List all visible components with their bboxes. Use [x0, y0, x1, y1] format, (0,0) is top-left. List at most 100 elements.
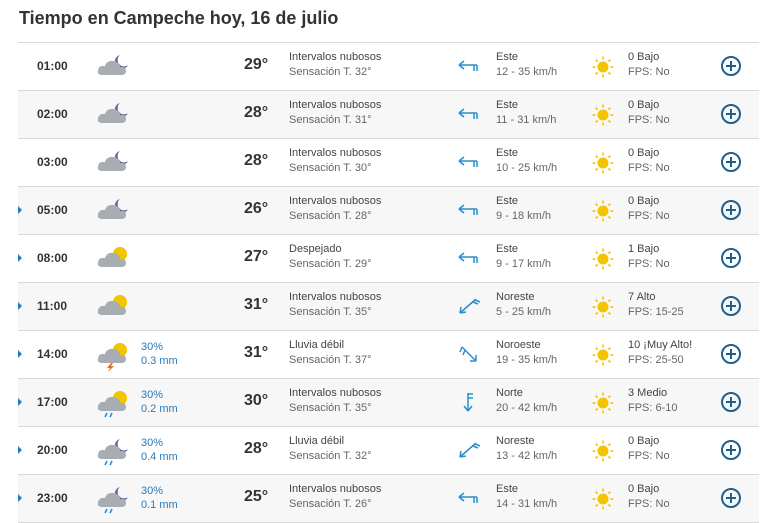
- expand-details-button[interactable]: [721, 440, 741, 460]
- feels-like: Sensación T. 35°: [289, 402, 372, 414]
- expand-details-button[interactable]: [721, 200, 741, 220]
- fps-value: FPS: No: [628, 210, 670, 222]
- night-cloud-rain-icon: [96, 435, 132, 466]
- wind-speed: 9 - 18 km/h: [496, 210, 552, 222]
- wind: Noroeste 19 - 35 km/h: [496, 338, 557, 368]
- sun-icon: [591, 439, 615, 463]
- condition-description: Lluvia débil: [289, 435, 345, 447]
- uv-level: 1 Bajo: [628, 243, 660, 255]
- wind-speed: 14 - 31 km/h: [496, 498, 558, 510]
- forecast-row[interactable]: 20:00 30% 0.4 mm 28° Lluvia débil Sensac…: [18, 427, 759, 475]
- fps-value: FPS: No: [628, 258, 670, 270]
- wind-speed: 19 - 35 km/h: [496, 354, 558, 366]
- night-cloudy-icon: [96, 195, 132, 225]
- uv-level: 0 Bajo: [628, 99, 660, 111]
- wind-speed: 11 - 31 km/h: [496, 114, 557, 126]
- hour-label: 11:00: [37, 299, 68, 313]
- night-cloudy-icon: [96, 147, 132, 177]
- uv-index: 0 Bajo FPS: No: [628, 50, 670, 80]
- uv-level: 3 Medio: [628, 387, 668, 399]
- temperature: 29°: [244, 56, 269, 73]
- expand-caret-icon[interactable]: [18, 302, 22, 310]
- feels-like: Sensación T. 32°: [289, 450, 372, 462]
- wind-direction: Este: [496, 195, 519, 207]
- precipitation: 30% 0.2 mm: [141, 388, 178, 416]
- forecast-row[interactable]: 17:00 30% 0.2 mm 30° Intervalos nubosos …: [18, 379, 759, 427]
- condition: Lluvia débil Sensación T. 32°: [289, 434, 371, 464]
- night-cloudy-icon: [96, 51, 132, 81]
- hour-label: 02:00: [37, 107, 68, 121]
- feels-like: Sensación T. 31°: [289, 114, 372, 126]
- forecast-row[interactable]: 08:00 27° Despejado Sensación T. 29° Est…: [18, 235, 759, 283]
- wind-arrow-west-icon: [456, 103, 482, 125]
- wind: Este 12 - 35 km/h: [496, 50, 557, 80]
- forecast-row[interactable]: 14:00 30% 0.3 mm 31° Lluvia débil Sensac…: [18, 331, 759, 379]
- expand-caret-icon[interactable]: [18, 206, 22, 214]
- wind-arrow-west-icon: [456, 199, 482, 221]
- wind: Norte 20 - 42 km/h: [496, 386, 557, 416]
- forecast-row[interactable]: 02:00 28° Intervalos nubosos Sensación T…: [18, 91, 759, 139]
- expand-details-button[interactable]: [721, 152, 741, 172]
- expand-caret-icon[interactable]: [18, 494, 22, 502]
- wind-arrow-west-icon: [456, 55, 482, 77]
- hour-label: 05:00: [37, 203, 68, 217]
- precipitation-probability: 30%: [141, 341, 164, 353]
- sun-icon: [591, 343, 615, 367]
- feels-like: Sensación T. 35°: [289, 306, 372, 318]
- hour-label: 03:00: [37, 155, 68, 169]
- sun-icon: [591, 103, 615, 127]
- sun-icon: [591, 55, 615, 79]
- uv-index: 0 Bajo FPS: No: [628, 98, 670, 128]
- expand-caret-icon[interactable]: [18, 446, 22, 454]
- condition: Intervalos nubosos Sensación T. 26°: [289, 482, 381, 512]
- uv-index: 7 Alto FPS: 15-25: [628, 290, 684, 320]
- wind-direction: Este: [496, 483, 519, 495]
- uv-index: 10 ¡Muy Alto! FPS: 25-50: [628, 338, 692, 368]
- expand-caret-icon[interactable]: [18, 398, 22, 406]
- sun-icon: [591, 247, 615, 271]
- expand-details-button[interactable]: [721, 56, 741, 76]
- wind-speed: 20 - 42 km/h: [496, 402, 558, 414]
- uv-level: 7 Alto: [628, 291, 656, 303]
- expand-details-button[interactable]: [721, 296, 741, 316]
- sun-icon: [591, 391, 615, 415]
- temperature: 25°: [244, 488, 269, 505]
- uv-index: 0 Bajo FPS: No: [628, 146, 670, 176]
- temperature: 28°: [244, 104, 269, 121]
- condition-description: Intervalos nubosos: [289, 483, 382, 495]
- wind-direction: Norte: [496, 387, 523, 399]
- condition: Lluvia débil Sensación T. 37°: [289, 338, 371, 368]
- expand-details-button[interactable]: [721, 104, 741, 124]
- expand-details-button[interactable]: [721, 488, 741, 508]
- temperature: 26°: [244, 200, 269, 217]
- expand-caret-icon[interactable]: [18, 254, 22, 262]
- expand-details-button[interactable]: [721, 392, 741, 412]
- expand-details-button[interactable]: [721, 248, 741, 268]
- sun-cloud-icon: [96, 291, 132, 321]
- forecast-row[interactable]: 05:00 26° Intervalos nubosos Sensación T…: [18, 187, 759, 235]
- forecast-row[interactable]: 03:00 28° Intervalos nubosos Sensación T…: [18, 139, 759, 187]
- condition: Intervalos nubosos Sensación T. 32°: [289, 50, 381, 80]
- forecast-row[interactable]: 23:00 30% 0.1 mm 25° Intervalos nubosos …: [18, 475, 759, 523]
- condition-description: Despejado: [289, 243, 342, 255]
- condition-description: Intervalos nubosos: [289, 291, 382, 303]
- wind-arrow-west-icon: [456, 487, 482, 509]
- precipitation-probability: 30%: [141, 389, 164, 401]
- expand-details-button[interactable]: [721, 344, 741, 364]
- wind-arrow-southwest-icon: [456, 295, 482, 317]
- uv-level: 10 ¡Muy Alto!: [628, 339, 693, 351]
- hourly-forecast-table: 01:00 29° Intervalos nubosos Sensación T…: [18, 42, 759, 523]
- uv-level: 0 Bajo: [628, 483, 660, 495]
- wind-direction: Este: [496, 243, 519, 255]
- wind: Noreste 13 - 42 km/h: [496, 434, 557, 464]
- fps-value: FPS: 25-50: [628, 354, 684, 366]
- wind-arrow-southwest-icon: [456, 439, 482, 461]
- precipitation-amount: 0.2 mm: [141, 403, 178, 415]
- fps-value: FPS: No: [628, 450, 670, 462]
- temperature: 27°: [244, 248, 269, 265]
- uv-level: 0 Bajo: [628, 435, 660, 447]
- forecast-row[interactable]: 01:00 29° Intervalos nubosos Sensación T…: [18, 42, 759, 91]
- expand-caret-icon[interactable]: [18, 350, 22, 358]
- condition-description: Intervalos nubosos: [289, 147, 382, 159]
- forecast-row[interactable]: 11:00 31° Intervalos nubosos Sensación T…: [18, 283, 759, 331]
